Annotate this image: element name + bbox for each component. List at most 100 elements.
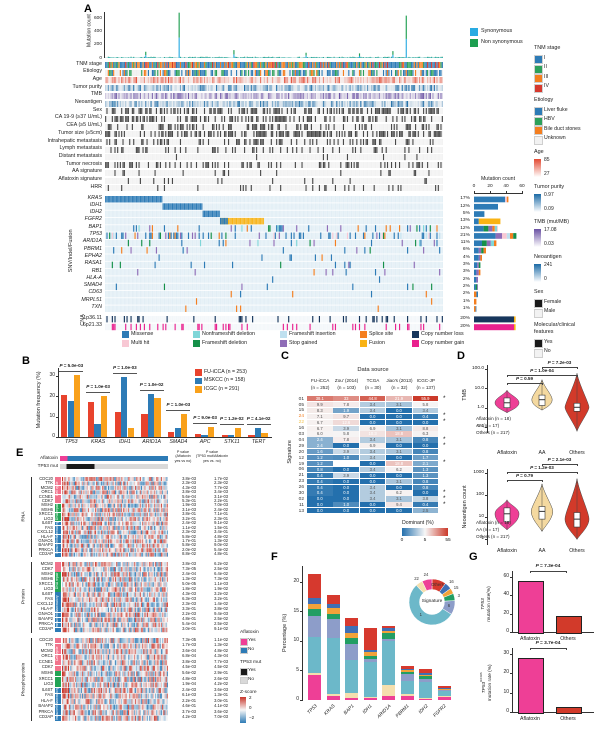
axis-line <box>485 495 487 496</box>
f-bar-segment <box>382 638 395 641</box>
c-cell: 1.0 <box>333 502 359 508</box>
e-gene-label: PRKCA <box>38 546 53 552</box>
f-bar-segment <box>382 640 395 686</box>
gene-percent: 13% <box>460 218 470 224</box>
e-gene-label: ORC1 <box>41 653 53 659</box>
e-gene-label: HLA-F <box>40 533 53 539</box>
gene-percent: 3% <box>462 262 470 267</box>
text-span: P <box>547 457 552 462</box>
axis-line <box>577 472 578 474</box>
annotation-track <box>105 162 443 169</box>
e-pvalue-2: 2.3e-01 <box>214 515 228 521</box>
gene-percent: 1% <box>462 298 470 304</box>
c-row-label: 12 <box>298 455 304 461</box>
b-bar <box>228 435 235 437</box>
f-bar-segment <box>308 598 321 605</box>
gene-percent: 2% <box>462 291 470 297</box>
axis-line <box>530 647 531 650</box>
e-gene-label: CDC20 <box>39 475 53 481</box>
c-cell: 0.4 <box>307 478 333 484</box>
e-category-cell <box>55 548 61 553</box>
e-pvalue-1: 4.3e-03 <box>182 484 196 490</box>
axis-line <box>506 191 507 194</box>
e-pvalue-2: 3.8e-02 <box>214 606 228 612</box>
legend-gradient <box>534 264 541 282</box>
legend-item-label: I <box>544 54 546 61</box>
mutation-type-label: Copy number loss <box>421 330 464 337</box>
mutation-count-tick: 0 <box>99 55 102 61</box>
e-pvalue-2: 1.1e-03 <box>214 580 228 586</box>
c-row-label: 03 <box>298 432 304 437</box>
annotation-track <box>105 139 443 146</box>
e-gene-label: CD2AP <box>39 551 53 557</box>
text-span: P <box>86 384 91 390</box>
track-label: Sex <box>92 106 102 113</box>
f-bar-segment <box>400 681 414 695</box>
panel-g-label: G <box>469 551 478 563</box>
b-bar <box>248 435 255 437</box>
f-bar-segment <box>382 630 395 634</box>
b-pvalue: P = 1.0e-03 <box>76 384 120 390</box>
legend-gradient-max: 0.97 <box>544 192 554 198</box>
e-pvalue-2: 3.6e-02 <box>214 708 228 714</box>
c-cell: 0.0 <box>333 478 359 484</box>
c-cell: 5.8 <box>333 431 359 437</box>
c-cell: 0.0 <box>386 407 412 414</box>
c-cell: 3.4 <box>359 496 386 502</box>
annotation-track <box>105 69 443 76</box>
c-cell: 3.9 <box>333 425 359 431</box>
b-bar <box>141 414 148 437</box>
c-cell: 3.4 <box>359 455 386 461</box>
c-row-label: 19 <box>298 461 304 467</box>
e-pvalue-2: 3.2e-01 <box>214 596 228 602</box>
e-pvalue-1: 3.8e-03 <box>182 475 196 481</box>
e-pvalue-1: 1.9e-03 <box>182 502 196 508</box>
b-xlabel: APC <box>199 439 211 445</box>
f-donut-label: 1 <box>419 611 423 617</box>
c-cell: 0.0 <box>333 443 359 449</box>
c-cell: 1.3 <box>412 472 439 478</box>
e-gene-label: CXCL12 <box>37 529 53 535</box>
d-ytick: 1.0 <box>477 405 484 411</box>
gene-percent: 5% <box>462 210 470 216</box>
text-span: = 1.2e-03 <box>534 465 554 470</box>
f-bar-segment <box>382 695 395 700</box>
e-pvalue-1: 2.4e-03 <box>182 686 196 692</box>
b-bar <box>168 432 175 437</box>
axis-line <box>512 648 513 713</box>
f-bar-segment <box>345 643 358 661</box>
c-cell: 0.0 <box>359 413 386 419</box>
mutation-type-label: Fusion <box>369 339 385 346</box>
track-label: Tumor size (≥5cm) <box>58 129 102 136</box>
b-xlabel: SMAD4 <box>169 439 188 445</box>
legend-gradient-min: 27 <box>544 171 550 177</box>
c-row-label: 30 <box>298 491 304 496</box>
g-ytick: 20 <box>503 609 509 616</box>
e-gene-label: XRCC1 <box>38 675 53 681</box>
e-pvalue-2: 7.0e-03 <box>214 502 228 508</box>
text-span: P <box>166 401 171 407</box>
panel-b-label: B <box>22 355 30 367</box>
b-bar <box>94 423 101 437</box>
c-row-label: 22 <box>298 420 304 426</box>
legend-title: Tumor purity <box>534 184 565 190</box>
mutation-type-swatch <box>360 331 367 338</box>
e-gene-label: HLA-F <box>40 697 53 703</box>
axis-line <box>302 566 303 701</box>
gene-label: EPHA2 <box>84 252 102 259</box>
f-donut-label: Others <box>431 581 444 587</box>
legend-swatch <box>534 348 543 358</box>
f-bar-segment <box>400 673 414 682</box>
cna-percent: 20% <box>460 324 470 329</box>
c-cell: 0.0 <box>412 490 439 496</box>
axis-line <box>485 427 487 428</box>
f-bar-segment <box>400 696 414 700</box>
c-cell: 6.7 <box>307 425 333 431</box>
e-pvalue-1: 3.2e-01 <box>182 515 196 521</box>
b-bar <box>201 434 208 437</box>
e-pcol-header: (Aflatoxin <box>175 454 191 459</box>
mutation-type-swatch <box>412 331 419 338</box>
c-significance-star: * <box>443 441 446 449</box>
f-bar-segment <box>326 607 340 614</box>
c-row-label: 23 <box>298 479 304 485</box>
